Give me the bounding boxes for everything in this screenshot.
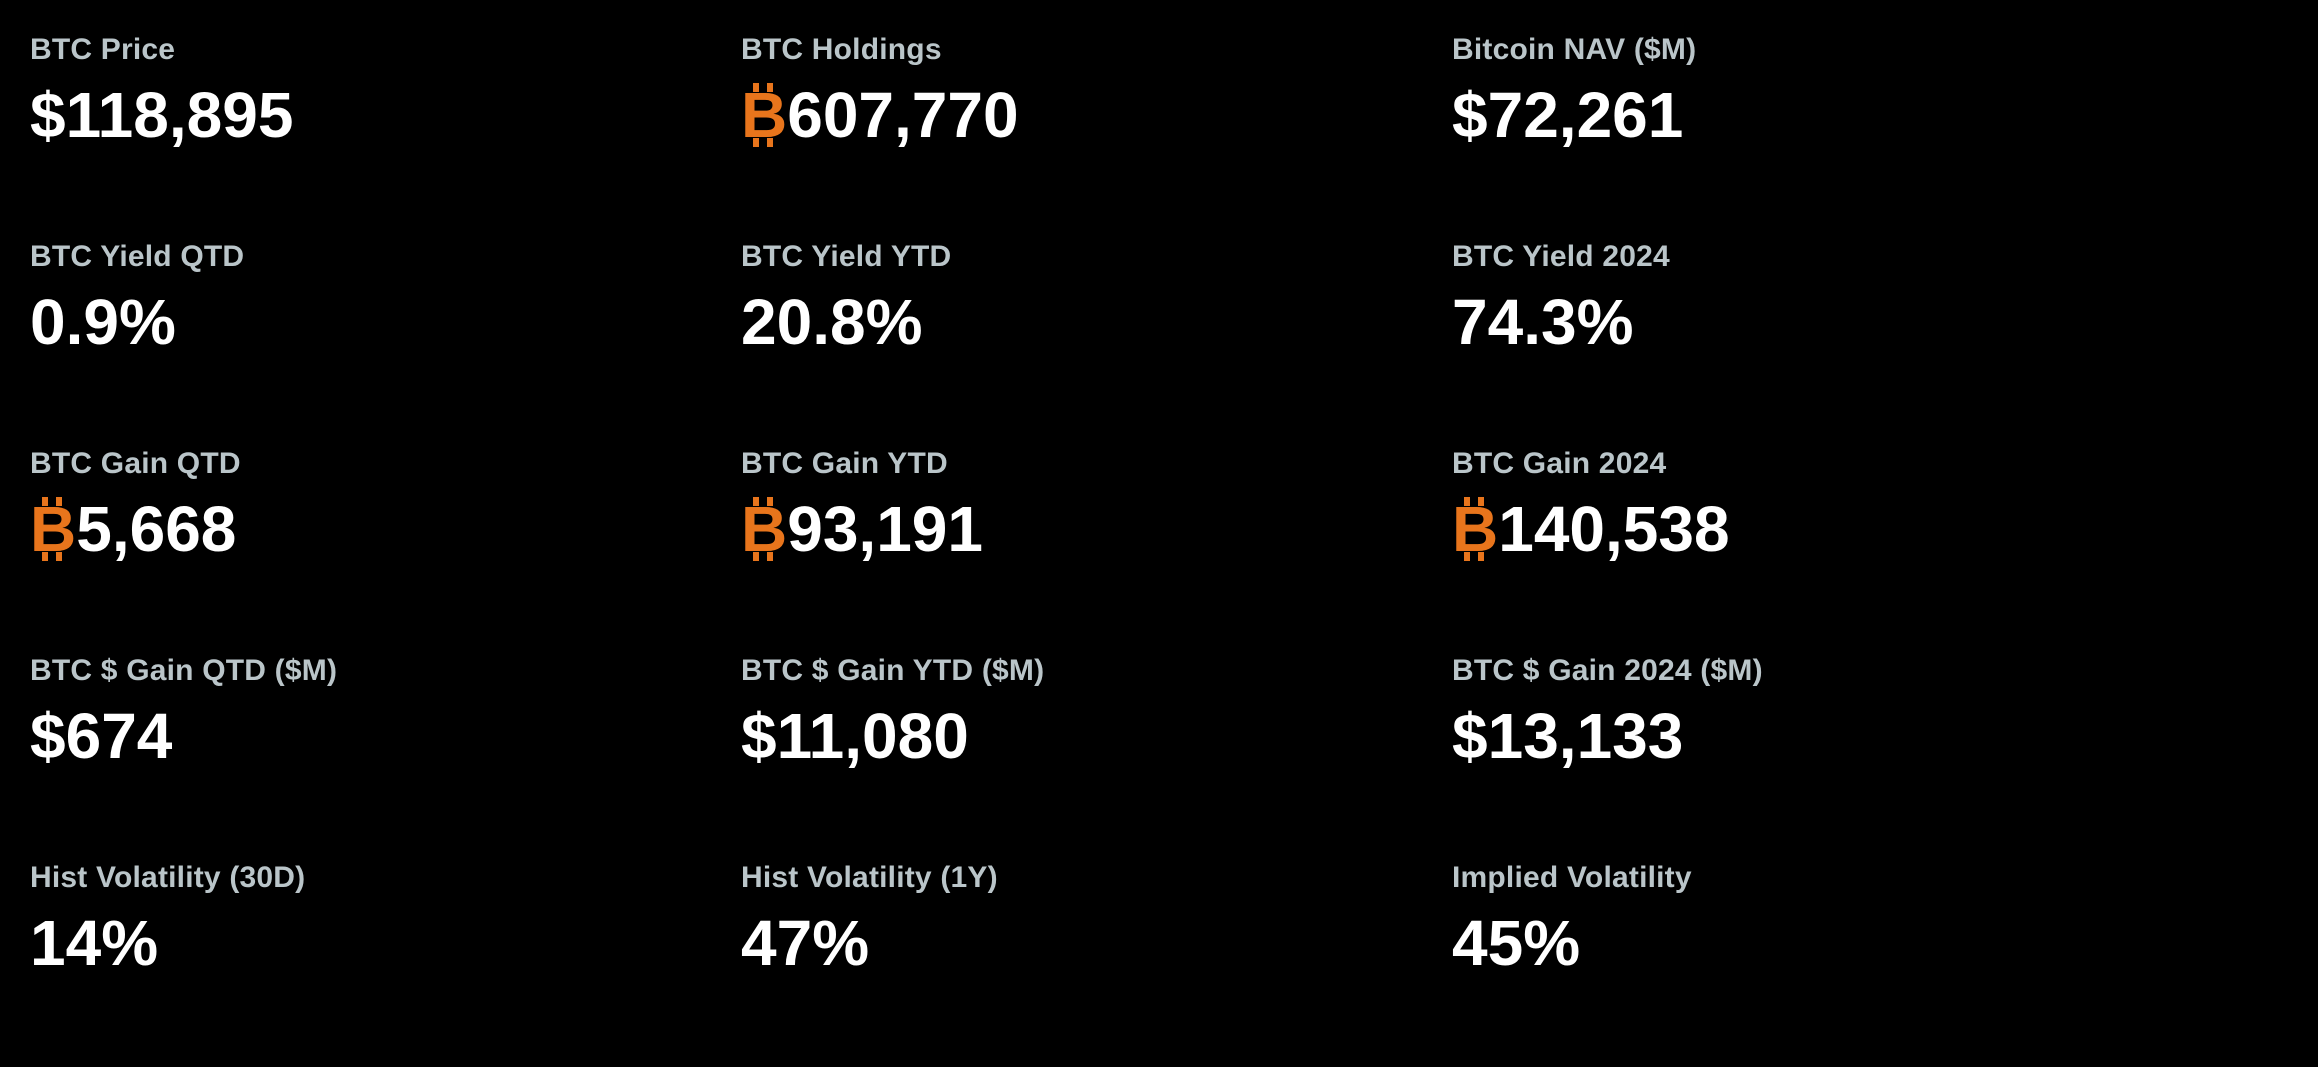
stat-value: ₿5,668: [30, 491, 741, 589]
stat-btc-dollar-gain-ytd: BTC $ Gain YTD ($M) $11,080: [741, 653, 1452, 860]
stat-value-text: $72,261: [1452, 79, 1684, 151]
stat-value-text: 45%: [1452, 907, 1581, 979]
stat-value: 74.3%: [1452, 284, 2163, 360]
stat-value: 14%: [30, 905, 741, 981]
stat-label: Implied Volatility: [1452, 861, 1692, 894]
stat-label: BTC Gain YTD: [741, 447, 948, 480]
stat-value: $72,261: [1452, 77, 2163, 153]
stat-value: 20.8%: [741, 284, 1452, 360]
stat-label: BTC Holdings: [741, 33, 942, 66]
stat-label: BTC Price: [30, 33, 176, 66]
stat-value: ₿607,770: [741, 77, 1452, 175]
stat-label: BTC $ Gain QTD ($M): [30, 654, 338, 687]
stat-label: Hist Volatility (30D): [30, 861, 306, 894]
stat-btc-yield-ytd: BTC Yield YTD 20.8%: [741, 239, 1452, 446]
stat-label: BTC Yield YTD: [741, 240, 952, 273]
stat-label: Bitcoin NAV ($M): [1452, 33, 1697, 66]
stat-value: $11,080: [741, 698, 1452, 774]
stat-value-text: $13,133: [1452, 700, 1684, 772]
stat-implied-volatility: Implied Volatility 45%: [1452, 860, 2163, 1067]
stat-value-text: $118,895: [30, 79, 294, 151]
bitcoin-symbol-icon: ₿: [1452, 491, 1498, 589]
stat-value-text: 140,538: [1498, 493, 1730, 565]
stat-value-text: 0.9%: [30, 286, 176, 358]
stat-btc-yield-qtd: BTC Yield QTD 0.9%: [30, 239, 741, 446]
stat-value-text: 47%: [741, 907, 870, 979]
bitcoin-symbol-icon: ₿: [741, 491, 787, 589]
stat-label: BTC Gain QTD: [30, 447, 241, 480]
bitcoin-symbol-icon: ₿: [741, 77, 787, 175]
stat-btc-gain-qtd: BTC Gain QTD ₿5,668: [30, 446, 741, 653]
stat-label: Hist Volatility (1Y): [741, 861, 998, 894]
stat-value: ₿140,538: [1452, 491, 2163, 589]
stat-btc-dollar-gain-qtd: BTC $ Gain QTD ($M) $674: [30, 653, 741, 860]
stat-label: BTC Gain 2024: [1452, 447, 1667, 480]
stat-btc-holdings: BTC Holdings ₿607,770: [741, 32, 1452, 239]
stat-value: $13,133: [1452, 698, 2163, 774]
stat-label: BTC Yield 2024: [1452, 240, 1670, 273]
stat-value-text: $674: [30, 700, 173, 772]
stat-hist-volatility-1y: Hist Volatility (1Y) 47%: [741, 860, 1452, 1067]
stat-label: BTC Yield QTD: [30, 240, 245, 273]
stat-value: $118,895: [30, 77, 741, 153]
stat-value-text: 20.8%: [741, 286, 923, 358]
stat-value: $674: [30, 698, 741, 774]
stat-value-text: 607,770: [787, 79, 1019, 151]
stat-hist-volatility-30d: Hist Volatility (30D) 14%: [30, 860, 741, 1067]
stat-btc-dollar-gain-2024: BTC $ Gain 2024 ($M) $13,133: [1452, 653, 2163, 860]
bitcoin-symbol-icon: ₿: [30, 491, 76, 589]
stat-value: 47%: [741, 905, 1452, 981]
stat-value-text: 93,191: [787, 493, 983, 565]
stat-value-text: 5,668: [76, 493, 237, 565]
stat-label: BTC $ Gain 2024 ($M): [1452, 654, 1763, 687]
stat-value-text: 74.3%: [1452, 286, 1634, 358]
stat-btc-gain-ytd: BTC Gain YTD ₿93,191: [741, 446, 1452, 653]
stat-value-text: 14%: [30, 907, 159, 979]
stat-btc-yield-2024: BTC Yield 2024 74.3%: [1452, 239, 2163, 446]
stat-value: 0.9%: [30, 284, 741, 360]
stat-btc-price: BTC Price $118,895: [30, 32, 741, 239]
stat-value-text: $11,080: [741, 700, 969, 772]
stat-label: BTC $ Gain YTD ($M): [741, 654, 1045, 687]
stat-bitcoin-nav: Bitcoin NAV ($M) $72,261: [1452, 32, 2163, 239]
stat-value: 45%: [1452, 905, 2163, 981]
stat-value: ₿93,191: [741, 491, 1452, 589]
stat-btc-gain-2024: BTC Gain 2024 ₿140,538: [1452, 446, 2163, 653]
